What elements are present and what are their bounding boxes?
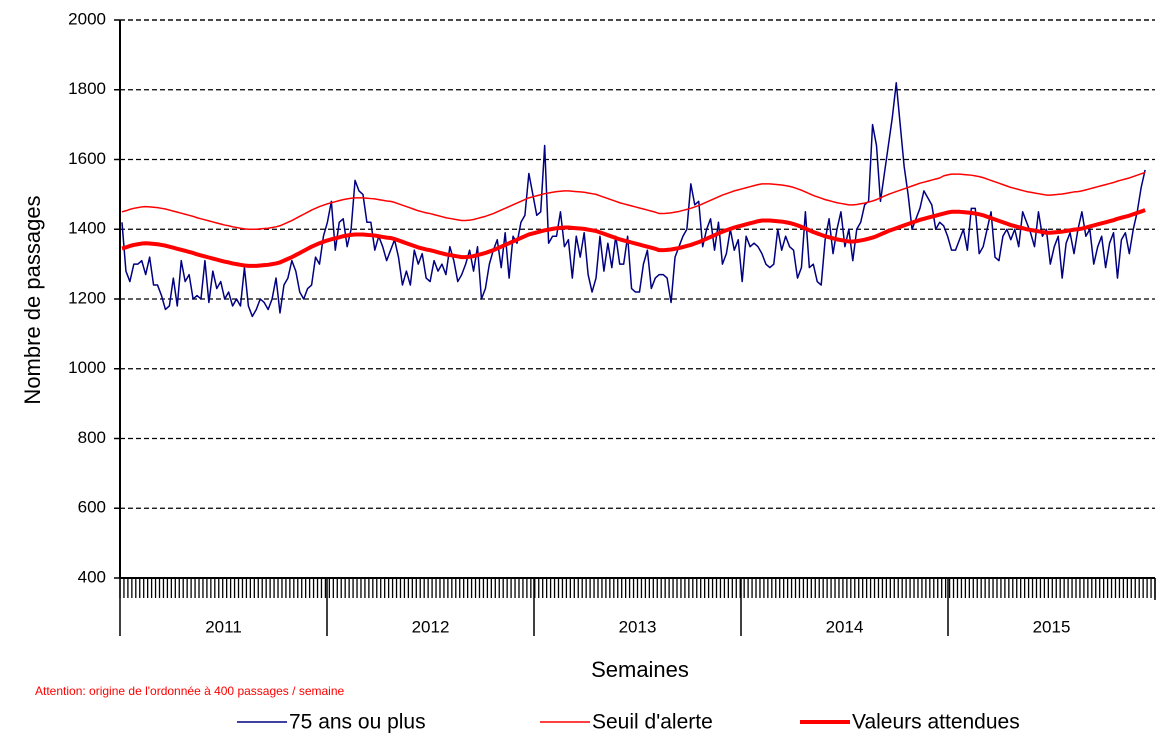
y-tick-label: 1600: [68, 149, 106, 168]
series-line: [121, 208, 1146, 268]
y-tick-label: 1000: [68, 358, 106, 377]
y-tick-label: 800: [78, 428, 106, 447]
y-tick-label: 2000: [68, 9, 106, 28]
x-group-label: 2015: [1033, 617, 1071, 636]
series-line: [121, 82, 1146, 318]
x-group-label: 2011: [205, 617, 242, 636]
note: Attention: origine de l'ordonnée à 400 p…: [35, 684, 344, 698]
x-group-label: 2013: [619, 617, 657, 636]
y-tick-label: 1400: [68, 219, 106, 238]
y-tick-label: 400: [78, 567, 106, 586]
legend-label: Valeurs attendues: [852, 711, 1020, 734]
y-tick-label: 1800: [68, 79, 106, 98]
x-group-label: 2014: [826, 617, 864, 636]
series-line: [121, 171, 1146, 230]
y-axis-title: Nombre de passages: [20, 195, 45, 404]
legend-label: Seuil d'alerte: [592, 711, 713, 734]
x-group-label: 2012: [412, 617, 450, 636]
x-axis-title: Semaines: [591, 657, 689, 682]
y-tick-label: 600: [78, 498, 106, 517]
y-tick-label: 1200: [68, 288, 106, 307]
legend-label: 75 ans ou plus: [289, 711, 426, 734]
